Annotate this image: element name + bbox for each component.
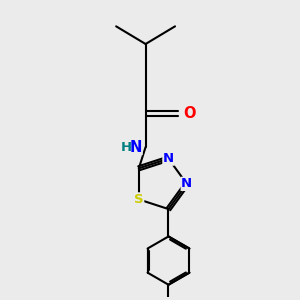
- Text: N: N: [130, 140, 142, 154]
- Text: O: O: [183, 106, 196, 121]
- Text: N: N: [163, 152, 174, 165]
- Text: N: N: [181, 177, 192, 190]
- Text: S: S: [134, 193, 144, 206]
- Text: H: H: [121, 141, 132, 154]
